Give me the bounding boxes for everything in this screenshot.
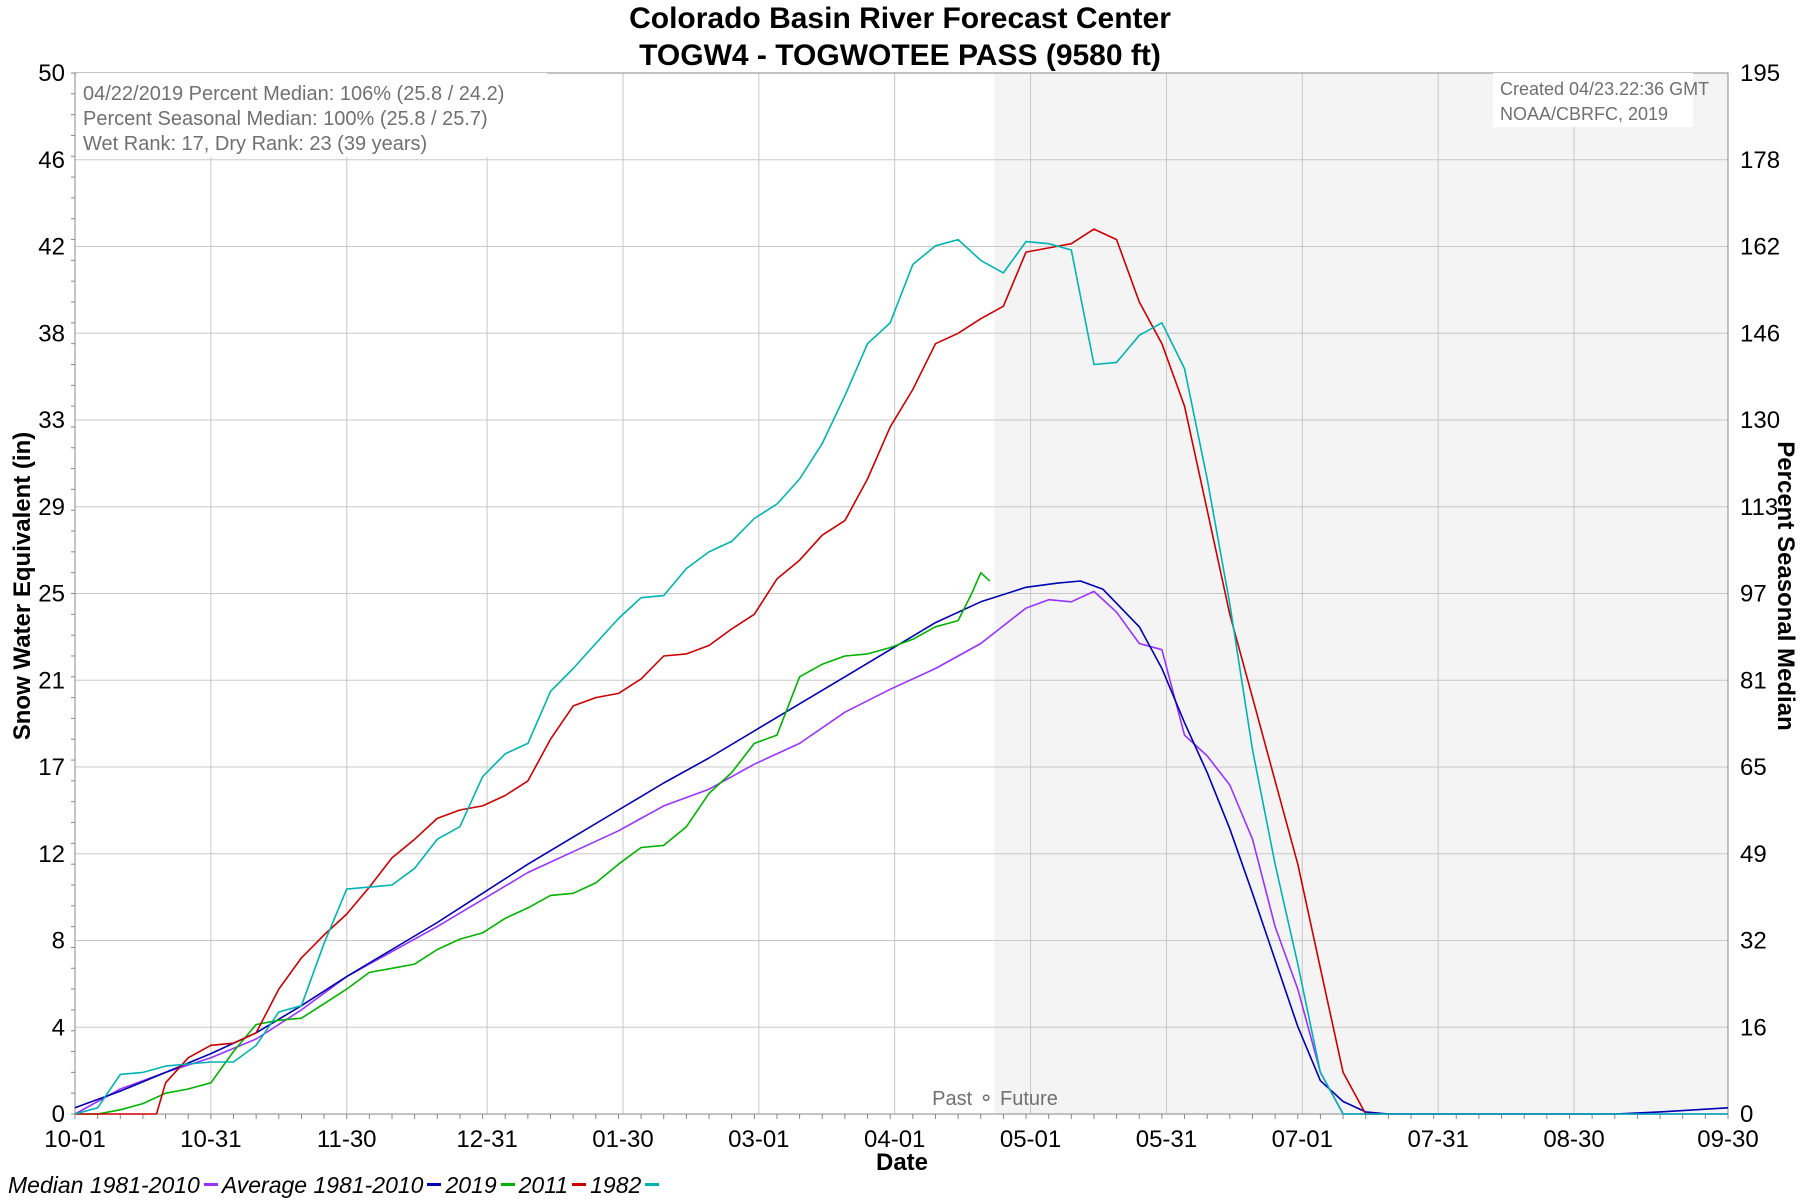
chart-title: Colorado Basin River Forecast Center [629, 2, 1171, 35]
y-axis-ticks: 0 4 8 12 17 21 25 29 33 38 42 46 50 [38, 60, 65, 1128]
legend-swatch [572, 1183, 587, 1187]
legend-label: 2019 [445, 1172, 497, 1198]
legend-label: Average 1981-2010 [221, 1172, 424, 1198]
y-tick-label: 50 [38, 60, 65, 87]
y2-tick-label: 130 [1740, 407, 1780, 434]
y-tick-label: 0 [52, 1101, 65, 1128]
y-tick-label: 17 [38, 754, 65, 781]
x-tick-label: 10-01 [44, 1126, 105, 1153]
y2-tick-label: 65 [1740, 754, 1767, 781]
y2-tick-label: 49 [1740, 841, 1767, 868]
legend-label: 2011 [518, 1172, 569, 1198]
x-axis-title: Date [876, 1149, 928, 1176]
y2-tick-label: 16 [1740, 1014, 1767, 1041]
legend-swatch [427, 1183, 442, 1187]
y2-tick-label: 146 [1740, 320, 1780, 347]
legend-swatch [645, 1183, 660, 1187]
y-tick-label: 29 [38, 494, 65, 521]
x-tick-label: 07-31 [1407, 1126, 1468, 1153]
grid-lines [71, 72, 1729, 1119]
y2-axis-ticks: 0 16 32 49 65 81 97 113 130 146 162 178 195 [1740, 60, 1780, 1128]
x-tick-label: 05-31 [1136, 1126, 1197, 1153]
legend-item: 1982 [590, 1172, 660, 1199]
legend-label: Median 1981-2010 [8, 1172, 200, 1198]
x-tick-label: 09-30 [1697, 1126, 1758, 1153]
x-tick-label: 01-30 [592, 1126, 653, 1153]
series-line-median-1981-2010 [74, 590, 1728, 1115]
y-axis-title: Snow Water Equivalent (in) [9, 432, 36, 740]
credit-org: NOAA/CBRFC, 2019 [1500, 104, 1668, 124]
series-line-1982 [74, 238, 1728, 1115]
x-tick-label: 03-01 [728, 1126, 789, 1153]
chart-subtitle: TOGW4 - TOGWOTEE PASS (9580 ft) [639, 39, 1161, 72]
credit-box [1493, 73, 1693, 127]
y2-tick-label: 178 [1740, 147, 1780, 174]
info-line-rank: Wet Rank: 17, Dry Rank: 23 (39 years) [83, 133, 427, 155]
legend: Median 1981-2010 Average 1981-2010 2019 201… [8, 1172, 663, 1199]
x-tick-label: 07-01 [1272, 1126, 1333, 1153]
y-tick-label: 12 [38, 841, 65, 868]
y2-tick-label: 162 [1740, 234, 1780, 261]
y2-tick-label: 97 [1740, 581, 1767, 608]
legend-item: Average 1981-2010 [222, 1172, 442, 1199]
info-line-percent-median: 04/22/2019 Percent Median: 106% (25.8 / … [83, 83, 504, 105]
series-line-2011 [75, 228, 1380, 1115]
x-tick-label: 12-31 [456, 1126, 517, 1153]
y2-axis-title: Percent Seasonal Median [1772, 441, 1799, 730]
plot-border [74, 72, 1729, 1115]
x-tick-label: 05-01 [1000, 1126, 1061, 1153]
y-tick-label: 42 [38, 234, 65, 261]
info-line-seasonal-median: Percent Seasonal Median: 100% (25.8 / 25… [83, 108, 488, 130]
series-line-average-1981-2010 [74, 580, 1729, 1115]
x-tick-label: 08-30 [1543, 1126, 1604, 1153]
y-tick-label: 8 [52, 928, 65, 955]
y2-tick-label: 195 [1740, 60, 1780, 87]
legend-label: 1982 [590, 1172, 642, 1198]
y-tick-label: 21 [38, 667, 65, 694]
y-tick-label: 46 [38, 147, 65, 174]
x-axis-ticks: 10-01 10-31 11-30 12-31 01-30 03-01 04-01 05-01… [44, 1126, 1758, 1153]
y-tick-label: 25 [38, 581, 65, 608]
x-tick-label: 04-01 [864, 1126, 925, 1153]
legend-item: 2011 [518, 1172, 587, 1199]
y2-tick-label: 113 [1740, 494, 1778, 521]
legend-item: 2019 [445, 1172, 515, 1199]
y-tick-label: 33 [38, 407, 65, 434]
y2-tick-label: 0 [1740, 1101, 1753, 1128]
info-box [77, 73, 547, 157]
series-lines [74, 228, 1729, 1115]
legend-swatch [203, 1183, 218, 1187]
credit-created: Created 04/23.22:36 GMT [1500, 79, 1709, 99]
legend-swatch [500, 1183, 515, 1187]
series-line-2019 [75, 571, 991, 1115]
y-tick-label: 38 [38, 320, 65, 347]
past-future-label: Past ⚬ Future [932, 1088, 1058, 1110]
x-tick-label: 11-30 [317, 1126, 377, 1153]
y2-tick-label: 32 [1740, 928, 1767, 955]
legend-item: Median 1981-2010 [8, 1172, 218, 1199]
y2-tick-label: 81 [1740, 667, 1767, 694]
y-tick-label: 4 [52, 1014, 65, 1041]
x-tick-label: 10-31 [180, 1126, 241, 1153]
